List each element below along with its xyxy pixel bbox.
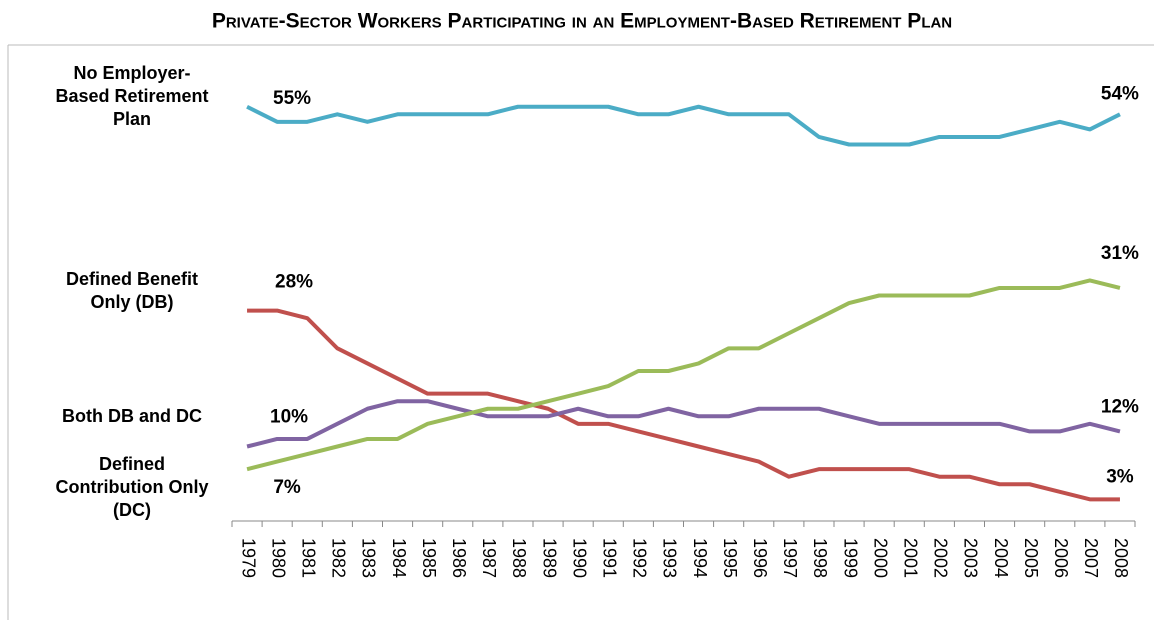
series-line [246,104,1121,147]
series-line [247,308,1120,502]
x-tick-label: 1982 [329,538,349,578]
data-label: 7% [273,477,301,498]
x-tick-label: 1993 [660,538,680,578]
x-tick-label: 1988 [509,538,529,578]
series-line [246,399,1121,449]
legend-label: Both DB and DC [62,406,202,426]
data-label: 31% [1101,243,1139,264]
chart-title: Private-Sector Workers Participating in … [212,10,952,33]
x-tick-label: 1991 [600,538,620,578]
x-tick-label: 1987 [479,538,499,578]
x-tick-label: 1990 [569,538,589,578]
x-tick-label: 2008 [1111,538,1131,578]
legend-label: No Employer-Based Retirement Plan [55,63,209,129]
x-tick-label: 2001 [901,538,921,578]
x-tick-label: 1996 [750,538,770,578]
x-tick-label: 2003 [961,538,981,578]
data-label: 3% [1106,466,1134,487]
data-label: 54% [1101,83,1139,104]
x-tick-label: 1979 [238,538,258,578]
x-tick-label: 1980 [268,538,288,578]
data-label: 55% [273,88,311,109]
x-tick-label: 1997 [780,538,800,578]
data-label: 28% [275,272,313,293]
x-tick-label: 1986 [449,538,469,578]
x-tick-label: 1983 [359,538,379,578]
legend-label: Defined Benefit Only (DB) [65,269,198,312]
x-tick-label: 1985 [419,538,439,578]
x-tick-label: 2005 [1021,538,1041,578]
legend-label: Defined Contribution Only (DC) [55,454,209,520]
x-tick-label: 2000 [870,538,890,578]
data-label: 12% [1101,396,1139,417]
x-tick-label: 1981 [299,538,319,578]
x-tick-label: 2007 [1081,538,1101,578]
x-tick-label: 2002 [931,538,951,578]
x-tick-label: 1999 [840,538,860,578]
x-tick-label: 1998 [810,538,830,578]
x-tick-label: 1989 [539,538,559,578]
x-tick-label: 2006 [1051,538,1071,578]
x-tick-label: 1994 [690,538,710,578]
x-tick-label: 1984 [389,538,409,578]
data-label: 10% [270,407,308,428]
x-tick-label: 2004 [991,538,1011,578]
x-tick-label: 1992 [630,538,650,578]
series-line [246,278,1121,472]
x-tick-label: 1995 [720,538,740,578]
